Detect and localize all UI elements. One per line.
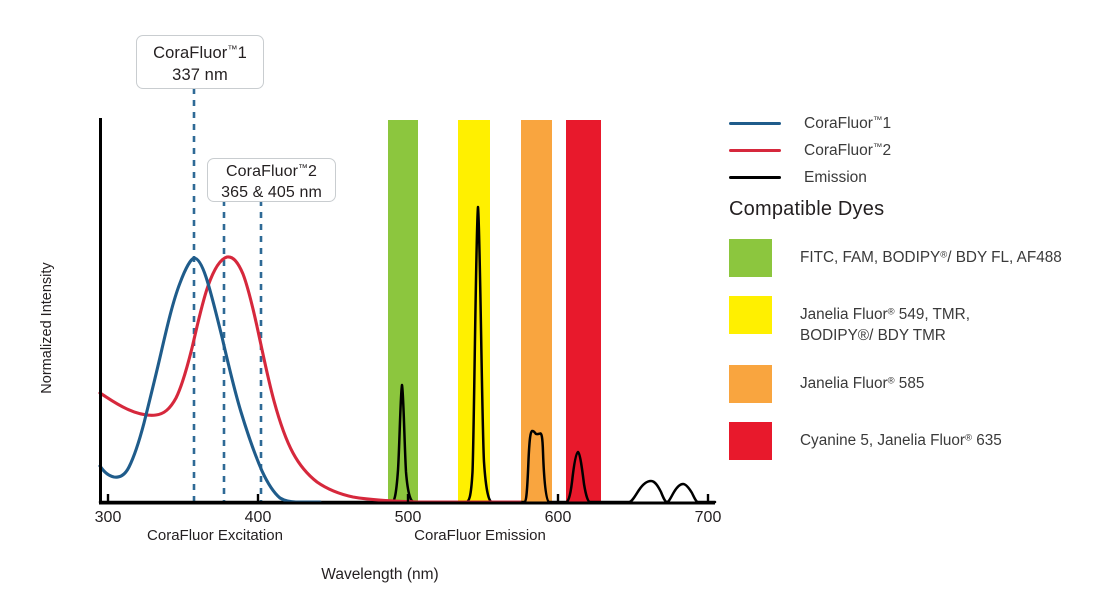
callout-corafluor-2-title: CoraFluor™2	[208, 161, 335, 182]
legend-label-corafluor-1: CoraFluor™1	[804, 115, 891, 133]
callout-corafluor-2-value: 365 & 405 nm	[221, 184, 322, 202]
callout-corafluor-1-title: CoraFluor™1	[137, 43, 263, 65]
dye-0-text: FITC, FAM, BODIPY	[800, 249, 941, 266]
x-tick-label-400: 400	[245, 509, 272, 526]
dye-swatch-orange	[729, 365, 772, 404]
registered-icon: ®	[887, 375, 895, 387]
callout-corafluor-2: CoraFluor™2 365 & 405 nm	[207, 158, 336, 202]
emission-region-label: CoraFluor Emission	[414, 527, 546, 544]
dye-band-orange	[521, 120, 552, 502]
legend-swatch-corafluor-2	[729, 149, 781, 152]
registered-icon: ®	[940, 249, 948, 261]
legend-item-corafluor-1: CoraFluor™1	[729, 110, 1089, 137]
legend-1-suffix: 2	[882, 141, 892, 159]
x-axis-tick-labels: 300 400 500 600 700	[95, 509, 722, 526]
dye-swatch-red	[729, 422, 772, 461]
dye-1-text-b: 549, TMR,	[894, 306, 970, 323]
registered-icon: ®	[887, 306, 895, 318]
dye-swatch-green	[729, 239, 772, 277]
excitation-marker-lines	[192, 88, 263, 502]
chart-legend: CoraFluor™1 CoraFluor™2 Emission	[729, 110, 1089, 191]
legend-swatch-emission	[729, 176, 781, 179]
dye-band-green	[388, 120, 418, 502]
dye-label-green: FITC, FAM, BODIPY®/ BDY FL, AF488	[800, 239, 1062, 268]
dye-0-text-b: / BDY FL, AF488	[947, 249, 1062, 266]
x-tick-label-300: 300	[95, 509, 122, 526]
trademark-icon: ™	[872, 141, 883, 153]
compatible-dyes-panel: Compatible Dyes FITC, FAM, BODIPY®/ BDY …	[729, 198, 1099, 479]
callout-corafluor-1-value: 337 nm	[172, 65, 228, 84]
dye-label-orange: Janelia Fluor® 585	[800, 365, 924, 394]
callout-2-name: CoraFluor	[226, 163, 299, 180]
trademark-icon: ™	[227, 44, 238, 56]
dye-2-text: Janelia Fluor	[800, 375, 888, 393]
legend-1-name: CoraFluor	[804, 141, 873, 159]
legend-item-corafluor-2: CoraFluor™2	[729, 137, 1089, 164]
dye-item-green: FITC, FAM, BODIPY®/ BDY FL, AF488	[729, 239, 1099, 277]
callout-corafluor-1: CoraFluor™1 337 nm	[136, 35, 264, 89]
callout-2-suffix: 2	[307, 163, 317, 180]
registered-icon: ®	[964, 432, 972, 444]
dye-item-yellow: Janelia Fluor® 549, TMR, BODIPY®/ BDY TMR	[729, 296, 1099, 346]
callout-1-suffix: 1	[237, 44, 247, 62]
legend-0-suffix: 1	[882, 114, 892, 132]
dye-label-yellow: Janelia Fluor® 549, TMR, BODIPY®/ BDY TMR	[800, 296, 970, 346]
dye-band-red	[566, 120, 601, 502]
dye-bands	[388, 120, 601, 502]
x-axis-ticks	[106, 494, 710, 503]
dye-3-text-b: 635	[971, 432, 1002, 450]
dye-2-text-b: 585	[894, 375, 925, 393]
callout-1-name: CoraFluor	[153, 44, 228, 62]
legend-2-name: Emission	[804, 168, 867, 186]
dye-1-text: Janelia Fluor	[800, 306, 888, 323]
dye-item-red: Cyanine 5, Janelia Fluor® 635	[729, 422, 1099, 461]
corafluor-2-excitation-curve	[98, 255, 522, 504]
dye-item-orange: Janelia Fluor® 585	[729, 365, 1099, 404]
x-tick-label-500: 500	[395, 509, 422, 526]
dye-label-red: Cyanine 5, Janelia Fluor® 635	[800, 422, 1002, 451]
corafluor-1-excitation-curve	[98, 256, 322, 504]
legend-swatch-corafluor-1	[729, 122, 781, 125]
compatible-dyes-heading: Compatible Dyes	[729, 198, 885, 220]
x-axis-title: Wavelength (nm)	[321, 566, 439, 583]
dye-swatch-yellow	[729, 296, 772, 334]
legend-label-emission: Emission	[804, 169, 867, 187]
dye-3-text: Cyanine 5, Janelia Fluor	[800, 432, 965, 450]
legend-0-name: CoraFluor	[804, 114, 873, 132]
y-axis-title: Normalized Intensity	[39, 262, 55, 394]
dye-1-text-line2: BODIPY®/ BDY TMR	[800, 327, 946, 345]
x-tick-label-700: 700	[695, 509, 722, 526]
excitation-region-label: CoraFluor Excitation	[147, 527, 283, 544]
legend-label-corafluor-2: CoraFluor™2	[804, 142, 891, 160]
legend-item-emission: Emission	[729, 164, 1089, 191]
x-tick-label-600: 600	[545, 509, 572, 526]
trademark-icon: ™	[872, 114, 883, 126]
trademark-icon: ™	[298, 162, 308, 174]
